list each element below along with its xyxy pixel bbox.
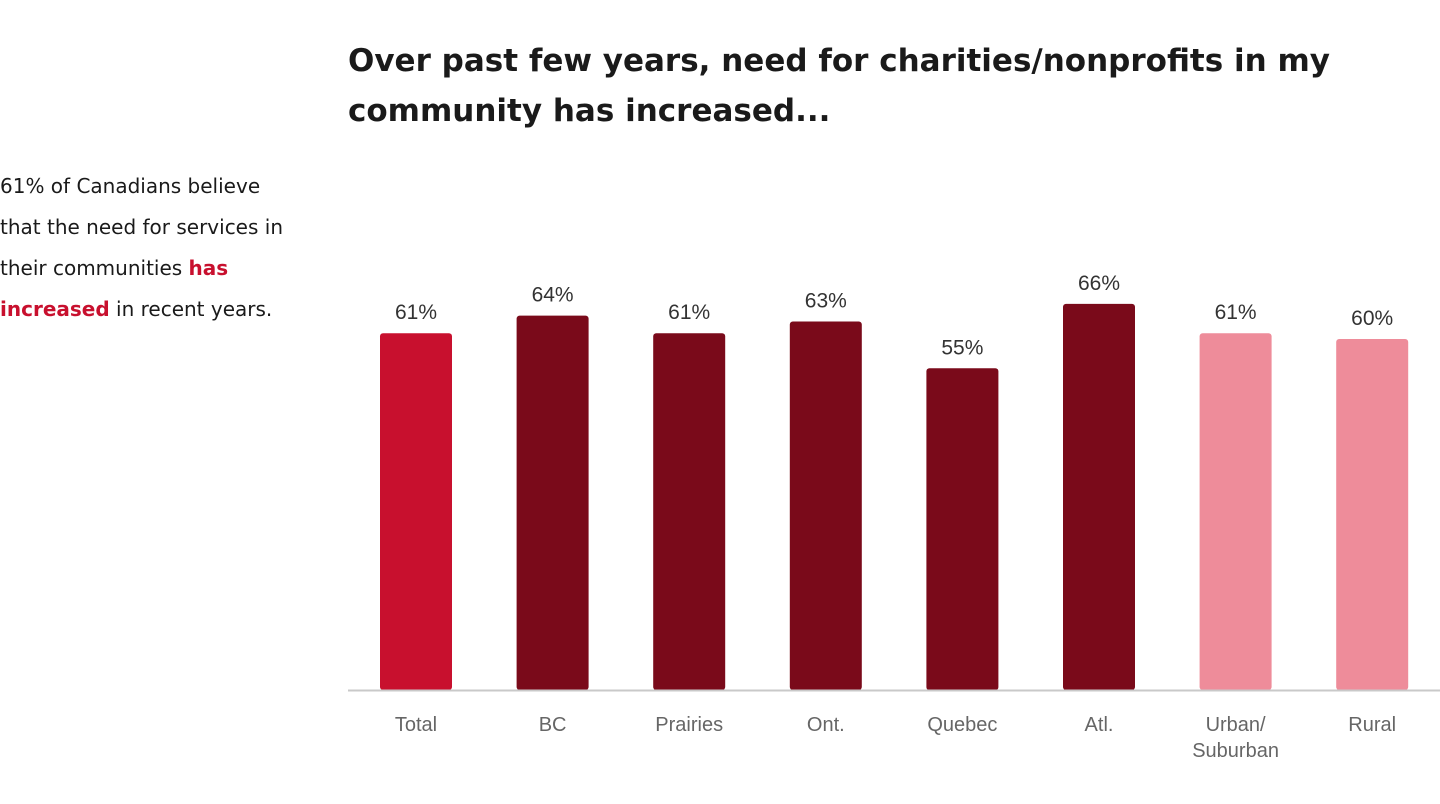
tick-label-total: Total bbox=[395, 714, 437, 736]
value-label-quebec: 55% bbox=[941, 336, 983, 359]
bar-urban-suburban bbox=[1199, 333, 1272, 690]
tick-label-ont: Ont. bbox=[807, 714, 845, 736]
bar-ont bbox=[789, 321, 862, 690]
bars-layer bbox=[380, 303, 1409, 691]
value-label-prairies: 61% bbox=[668, 301, 710, 324]
value-label-rural: 60% bbox=[1351, 307, 1393, 330]
bar-rural bbox=[1336, 339, 1409, 690]
value-label-urban-suburban: 61% bbox=[1215, 301, 1257, 324]
bar-quebec bbox=[926, 368, 999, 691]
chart-title: Over past few years, need for charities/… bbox=[348, 43, 1330, 129]
value-label-total: 61% bbox=[395, 301, 437, 324]
value-label-bc: 64% bbox=[532, 284, 574, 307]
bar-atl bbox=[1063, 303, 1135, 690]
tick-label-quebec: Quebec bbox=[927, 714, 997, 736]
tick-label-prairies: Prairies bbox=[655, 714, 723, 736]
tick-label-atl: Atl. bbox=[1085, 714, 1114, 736]
tick-label-rural: Rural bbox=[1348, 714, 1396, 736]
intro-text-part1: 61% of Canadians believe that the need f… bbox=[0, 174, 283, 280]
value-labels-layer: 61% 64% 61% 63% 55% 66% 61% 60% bbox=[395, 272, 1393, 359]
tick-labels-layer: Total BC Prairies Ont. Quebec Atl. Urban/Subur… bbox=[395, 714, 1396, 762]
value-label-ont: 63% bbox=[805, 290, 847, 313]
value-label-atl: 66% bbox=[1078, 272, 1120, 295]
tick-label-urban-suburban: Urban/Suburban bbox=[1192, 714, 1279, 762]
intro-highlight: has increased bbox=[0, 256, 229, 321]
bar-total bbox=[380, 333, 452, 690]
bar-bc bbox=[516, 315, 589, 690]
intro-text-part2: in recent years. bbox=[109, 297, 273, 321]
tick-label-bc: BC bbox=[539, 714, 567, 736]
intro-text: 61% of Canadians believe that the need f… bbox=[0, 166, 300, 330]
bar-prairies bbox=[653, 333, 726, 690]
